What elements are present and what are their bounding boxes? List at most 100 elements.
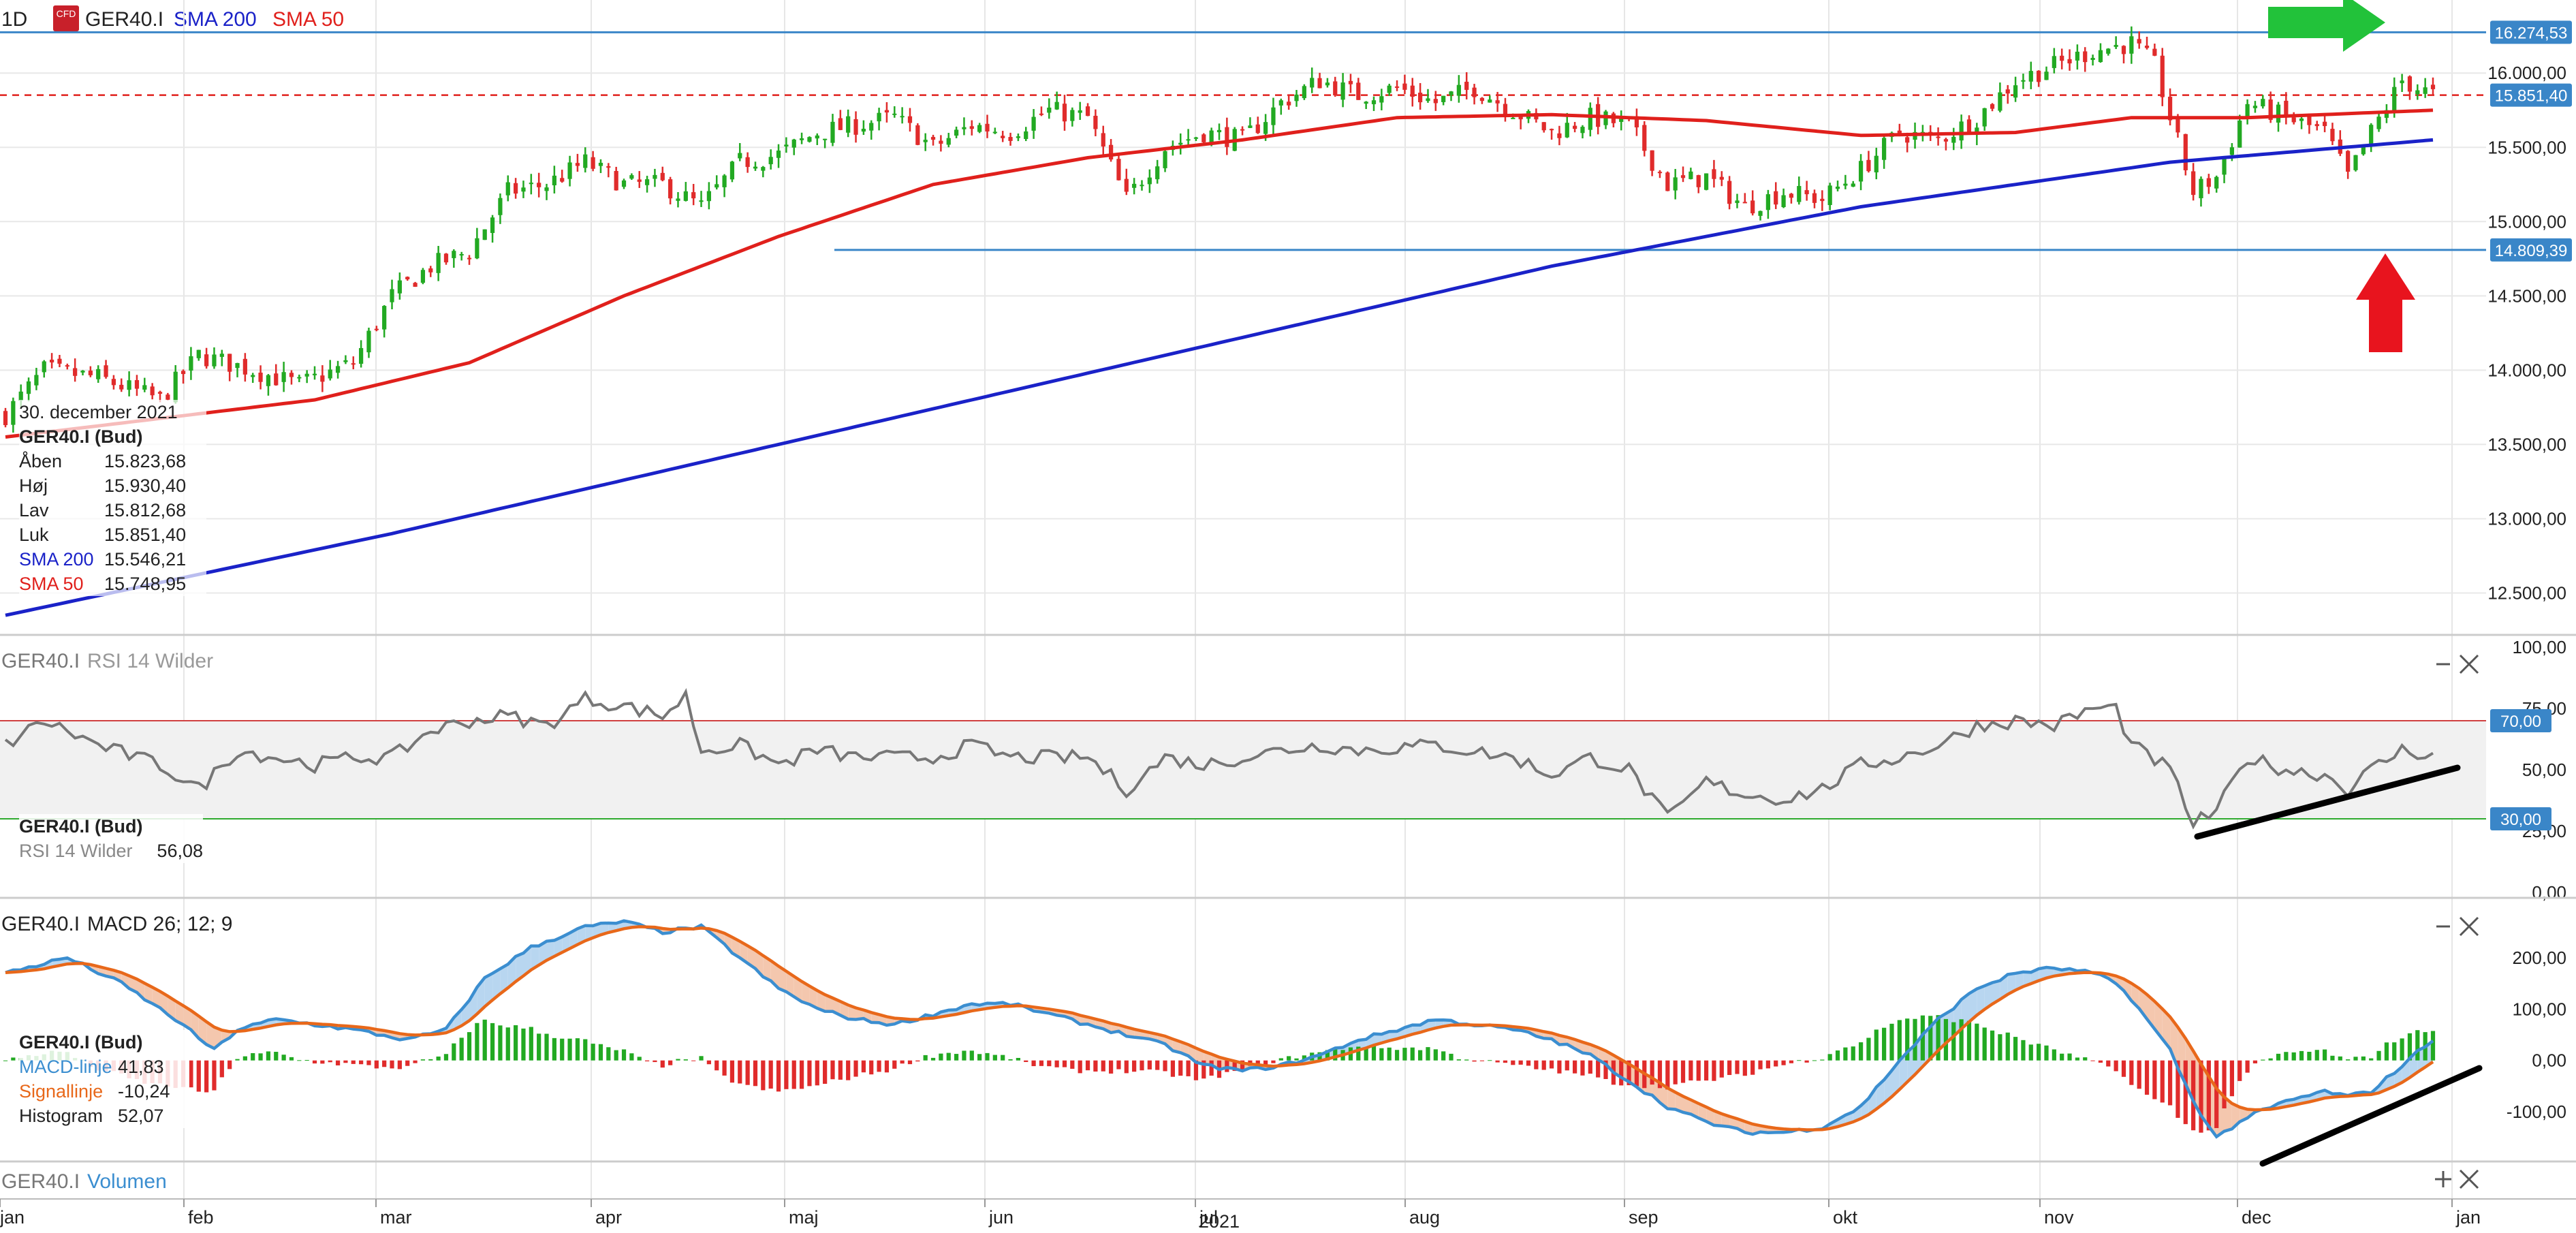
candle-body [537,183,541,187]
rsi-title-instrument: GER40.I [1,650,80,672]
candle-body [304,373,309,377]
histogram-bar [1565,1060,1569,1071]
candle-body [2160,55,2165,97]
candle-body [1897,130,1902,134]
histogram-bar [1518,1060,1523,1065]
histogram-bar [1627,1060,1631,1086]
histogram-bar [2284,1052,2289,1061]
candle-body [923,140,928,142]
histogram-bar [1294,1058,1299,1061]
histogram-bar [289,1057,294,1061]
price-y-tick: 15.000,00 [2487,211,2566,232]
histogram-bar [869,1060,874,1075]
x-tick-label: maj [789,1207,819,1228]
candle-body [823,138,828,140]
legend-value: 15.812,68 [104,499,187,520]
candle-body [1797,186,1802,202]
candle-body [1573,125,1577,129]
rsi-y-tick: 50,00 [2522,760,2566,780]
sma50-label[interactable]: SMA 50 [272,8,344,31]
histogram-bar [2392,1042,2397,1061]
histogram-bar [443,1054,449,1061]
histogram-bar [2199,1060,2203,1133]
candle-body [436,253,441,273]
x-axis-year: 2021 [1199,1211,1240,1232]
candle-body [2005,89,2010,94]
candle-body [134,380,140,389]
candle-body [2346,151,2351,172]
legend-title: GER40.I (Bud) [19,426,143,447]
macd-close-icon[interactable] [2459,916,2479,937]
histogram-bar [227,1060,232,1070]
histogram-bar [320,1060,325,1064]
histogram-bar [1039,1060,1044,1066]
instrument-label[interactable]: GER40.I [85,8,163,31]
candle-body [366,330,371,353]
histogram-bar [374,1060,379,1069]
candle-body [683,191,688,201]
histogram-bar [490,1023,495,1061]
candle-body [2245,104,2250,117]
candle-body [88,371,93,375]
candle-body [1216,129,1222,133]
histogram-bar [529,1027,533,1061]
candle-body [768,157,773,165]
legend-row-sma50: SMA 50 15.748,95 [19,572,206,596]
histogram-bar [1116,1060,1121,1070]
candle-body [838,118,843,130]
histogram-bar [397,1060,402,1070]
rsi-legend-key: RSI 14 Wilder [19,840,133,861]
legend-row-open: Åben 15.823,68 [19,449,206,473]
histogram-bar [428,1059,433,1061]
timeframe-label[interactable]: 1D [1,8,27,31]
histogram-bar [475,1023,480,1061]
macd-title-indicator: MACD 26; 12; 9 [87,913,232,935]
candle-body [992,131,997,134]
rsi-legend-value: 56,08 [157,840,203,861]
volume-title-indicator: Volumen [87,1170,167,1193]
histogram-bar [196,1060,201,1092]
candle-body [1426,98,1430,102]
histogram-bar [1765,1060,1770,1069]
candle-body [2268,99,2273,121]
histogram-bar [1851,1046,1855,1061]
histogram-bar [1557,1060,1562,1074]
candle-body [1016,136,1021,138]
candle-body [1302,86,1306,99]
volume-close-icon[interactable] [2459,1169,2479,1189]
histogram-bar [985,1052,990,1061]
histogram-bar [1031,1060,1036,1067]
histogram-bar [1178,1060,1183,1076]
histogram-bar [2222,1060,2227,1109]
sma200-label[interactable]: SMA 200 [174,8,257,31]
histogram-bar [11,1057,16,1061]
histogram-bar [2430,1031,2436,1061]
histogram-bar [606,1047,611,1061]
histogram-bar [923,1055,928,1061]
candle-body [2090,57,2095,61]
candle-body [2206,178,2211,187]
histogram-bar [2028,1044,2033,1061]
histogram-bar [505,1027,510,1061]
histogram-bar [1966,1020,1972,1061]
candle-body [939,140,943,144]
candle-body [1650,150,1654,171]
rsi-close-icon[interactable] [2459,654,2479,674]
candle-body [1240,129,1245,131]
histogram-bar [266,1051,271,1061]
histogram-bar [738,1060,742,1084]
candle-body [2261,99,2265,107]
histogram-bar [498,1025,503,1061]
candle-body [26,381,31,394]
volume-add-icon[interactable] [2435,1171,2451,1187]
histogram-bar [1441,1051,1446,1061]
x-tick-label: dec [2242,1207,2272,1228]
candle-body [2214,176,2219,189]
histogram-bar [1085,1060,1090,1071]
histogram-bar [1371,1044,1377,1061]
macd-y-tick: 100,00 [2512,999,2566,1019]
candle-body [745,157,750,168]
candle-body [1371,100,1377,104]
candle-body [907,116,913,123]
candle-body [1140,185,1144,187]
